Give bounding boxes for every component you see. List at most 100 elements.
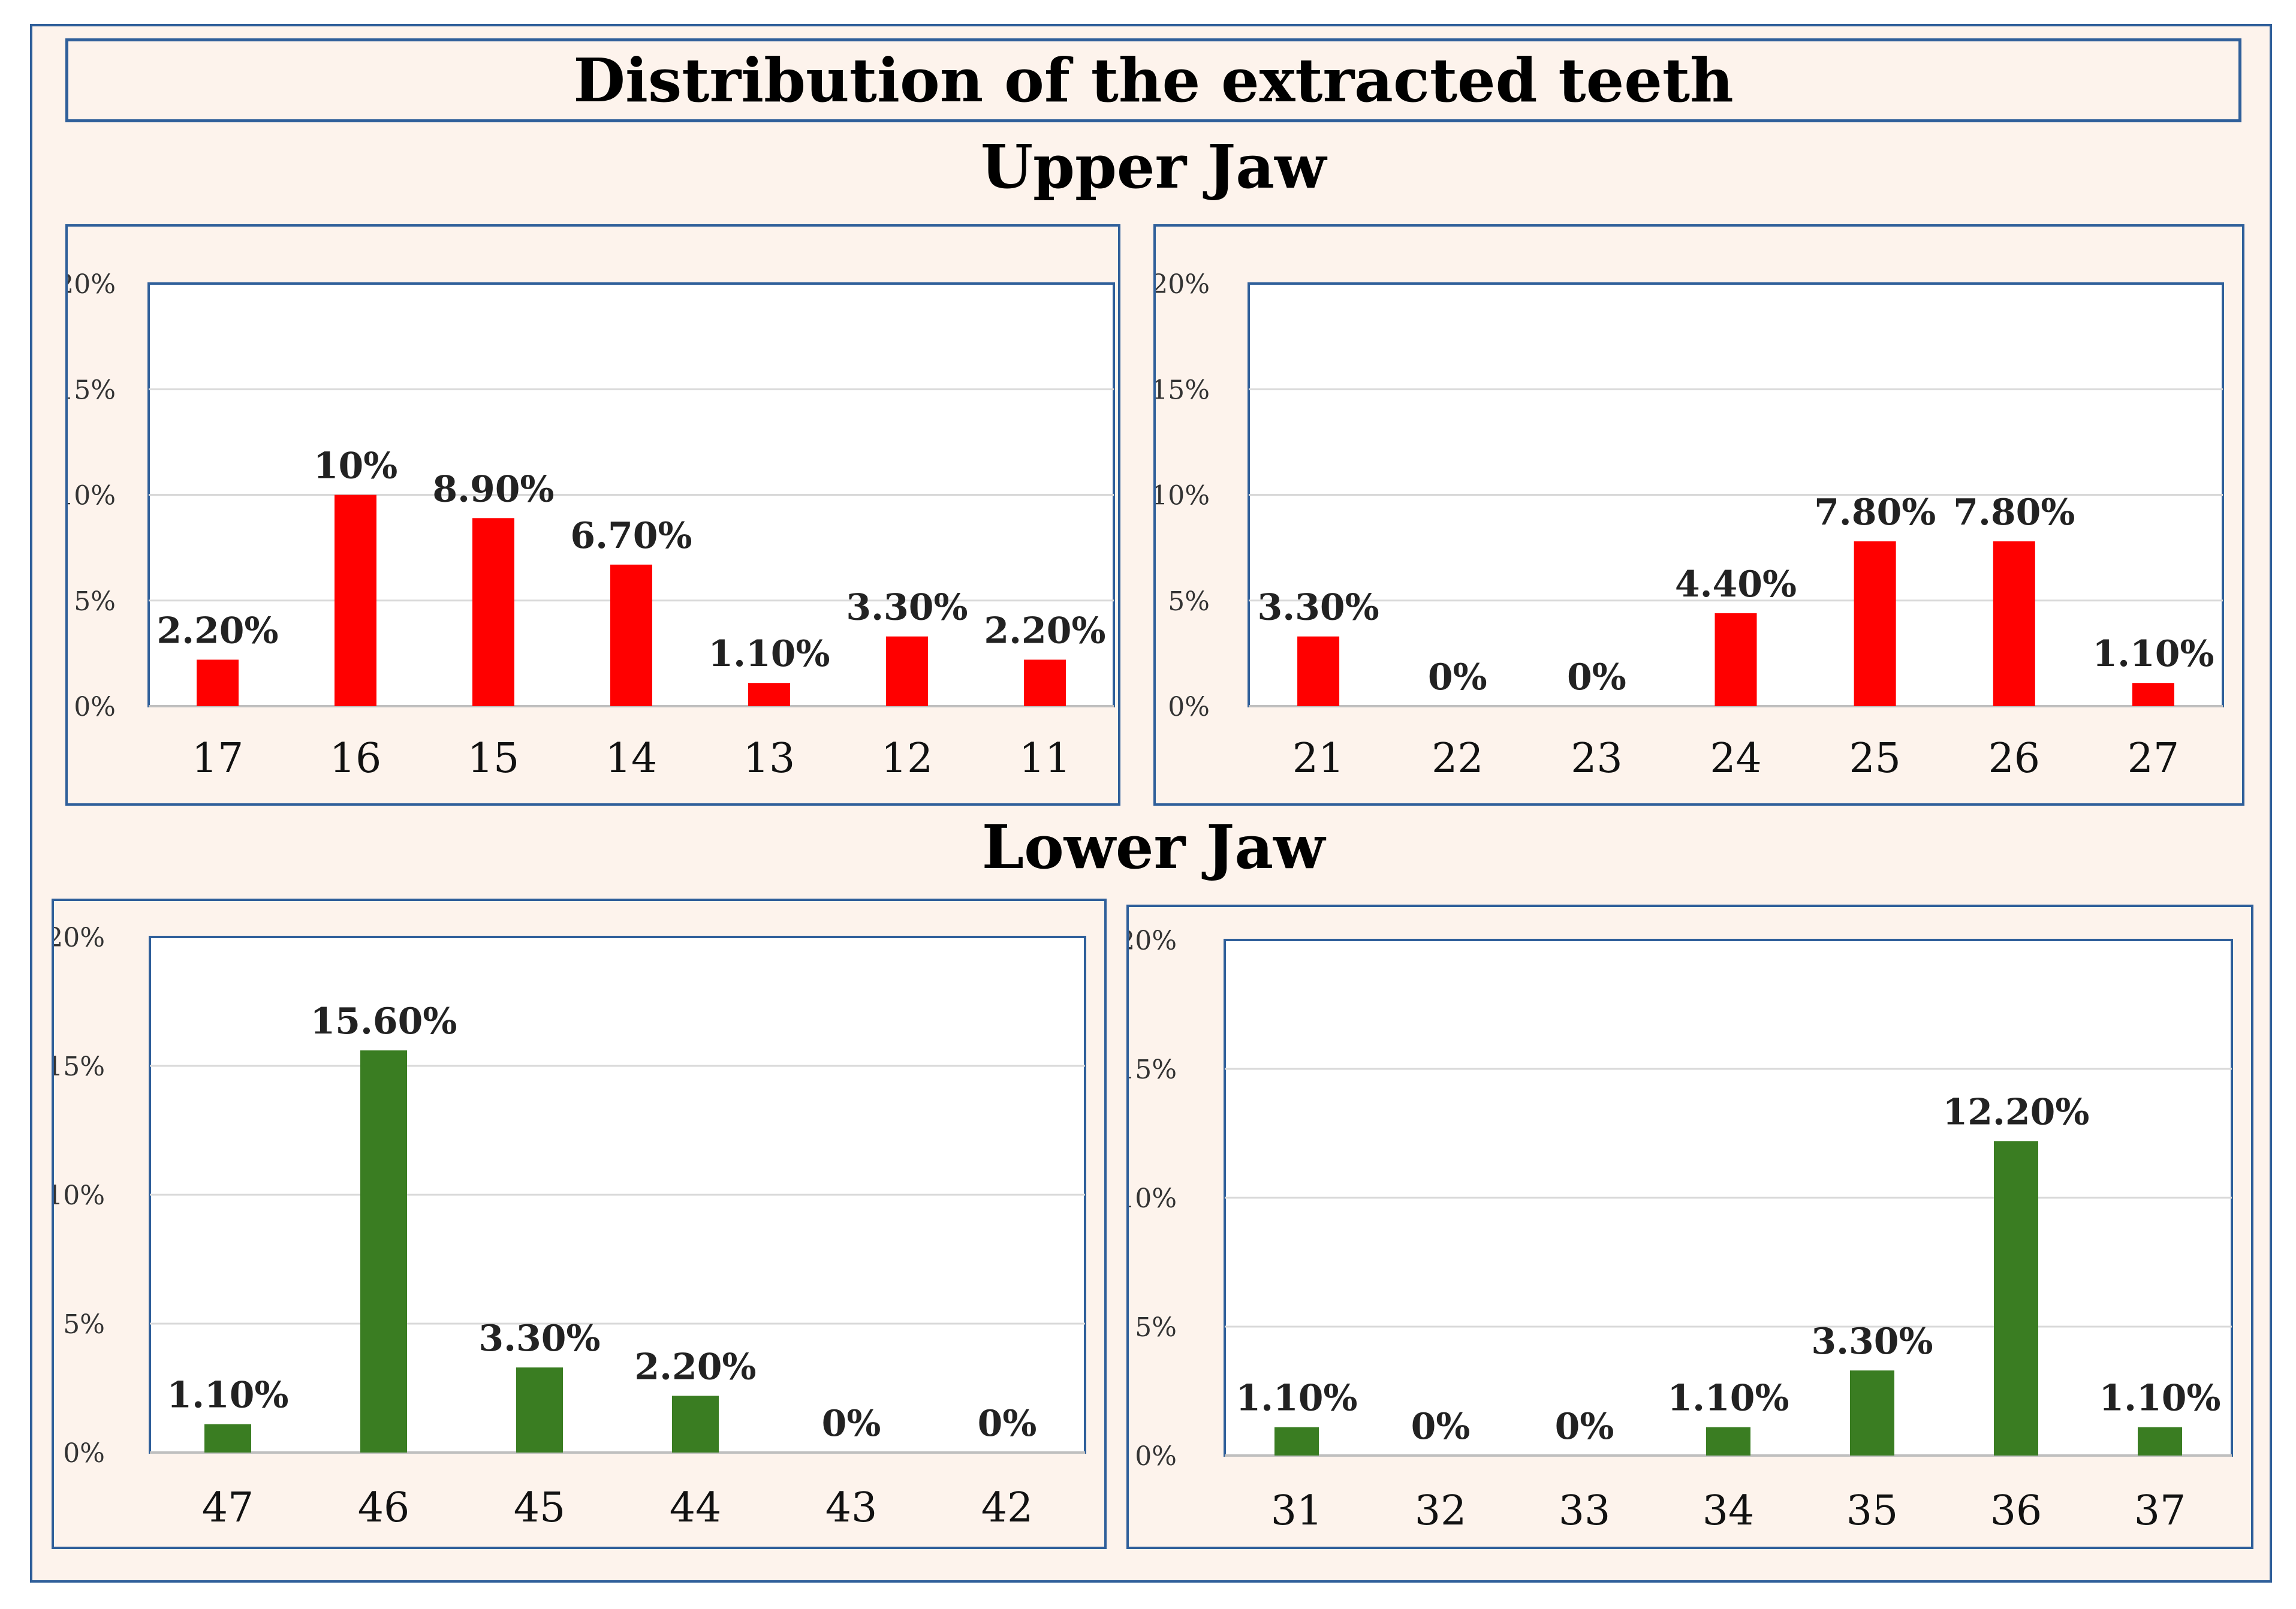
y-tick-label: 15% bbox=[1156, 375, 1210, 405]
figure-frame: Distribution of the extracted teeth Uppe… bbox=[30, 24, 2272, 1583]
data-label: 1.10% bbox=[2092, 633, 2214, 675]
data-label: 15.60% bbox=[311, 1001, 457, 1042]
data-label: 0% bbox=[822, 1403, 881, 1445]
y-tick-label: 10% bbox=[68, 481, 116, 511]
x-tick-label: 42 bbox=[981, 1484, 1033, 1532]
bar bbox=[204, 1424, 251, 1453]
chart-upper-left-svg: 0% 5% 10% 15% 20% 3.30% 21 0% 22 0% 23 4.40% 24 7.80%… bbox=[1156, 269, 2224, 782]
bar bbox=[1706, 1427, 1750, 1456]
x-tick-label: 15 bbox=[468, 735, 520, 782]
bar bbox=[335, 495, 376, 706]
data-label: 2.20% bbox=[984, 610, 1105, 652]
y-tick-label: 5% bbox=[63, 1309, 105, 1340]
y-tick-label: 20% bbox=[68, 269, 116, 300]
bar bbox=[886, 636, 928, 706]
bar bbox=[1715, 613, 1757, 706]
y-tick-label: 10% bbox=[1129, 1183, 1177, 1214]
data-label: 0% bbox=[978, 1403, 1037, 1445]
y-tick-label: 10% bbox=[54, 1180, 105, 1211]
x-tick-label: 32 bbox=[1415, 1487, 1467, 1535]
bar bbox=[472, 518, 514, 706]
bar bbox=[2138, 1427, 2182, 1456]
data-label: 1.10% bbox=[167, 1375, 288, 1417]
x-tick-label: 27 bbox=[2128, 735, 2180, 782]
data-label: 10% bbox=[314, 445, 398, 487]
data-label: 1.10% bbox=[1236, 1378, 1357, 1420]
bar bbox=[1850, 1370, 1894, 1456]
bar bbox=[360, 1050, 407, 1453]
chart-lower-left-svg: 0% 5% 10% 15% 20% 1.10% 31 0% 32 0% 33 1.10% 34 3.30%… bbox=[1129, 926, 2233, 1535]
x-tick-label: 44 bbox=[670, 1484, 722, 1532]
y-tick-label: 5% bbox=[1168, 586, 1210, 617]
bar bbox=[1993, 541, 2035, 706]
x-tick-label: 22 bbox=[1432, 735, 1484, 782]
y-tick-label: 5% bbox=[74, 586, 116, 617]
x-tick-label: 21 bbox=[1292, 735, 1345, 782]
chart-lower-right: 0% 5% 10% 15% 20% 1.10% 47 15.60% 46 3.30% 45 2.20%… bbox=[52, 899, 1107, 1549]
data-label: 0% bbox=[1428, 656, 1487, 698]
data-label: 8.90% bbox=[432, 468, 554, 510]
x-tick-label: 37 bbox=[2134, 1487, 2186, 1535]
x-tick-label: 35 bbox=[1846, 1487, 1899, 1535]
y-tick-label: 0% bbox=[1168, 692, 1210, 722]
data-label: 12.20% bbox=[1943, 1091, 2090, 1133]
data-label: 7.80% bbox=[1814, 492, 1936, 534]
data-label: 1.10% bbox=[2099, 1378, 2220, 1420]
bar bbox=[1994, 1141, 2038, 1456]
x-tick-label: 14 bbox=[605, 735, 658, 782]
bar bbox=[516, 1367, 563, 1453]
data-label: 6.70% bbox=[570, 515, 692, 557]
x-tick-label: 25 bbox=[1849, 735, 1901, 782]
y-tick-label: 0% bbox=[74, 692, 116, 722]
data-label: 4.40% bbox=[1675, 564, 1797, 605]
x-tick-label: 26 bbox=[1988, 735, 2041, 782]
chart-upper-right-svg: 0% 5% 10% 15% 20% 2.20% 17 10% 16 8.90% 15 6.70% 14 1… bbox=[68, 269, 1115, 782]
y-tick-label: 0% bbox=[63, 1438, 105, 1469]
data-label: 3.30% bbox=[1811, 1321, 1933, 1363]
bar bbox=[197, 659, 239, 706]
upper-jaw-title: Upper Jaw bbox=[980, 131, 1327, 202]
x-tick-label: 16 bbox=[330, 735, 382, 782]
y-tick-label: 5% bbox=[1135, 1312, 1177, 1343]
lower-jaw-title: Lower Jaw bbox=[981, 812, 1325, 882]
chart-lower-left: 0% 5% 10% 15% 20% 1.10% 31 0% 32 0% 33 1.10% 34 3.30%… bbox=[1126, 905, 2253, 1549]
x-tick-label: 45 bbox=[514, 1484, 566, 1532]
y-tick-label: 15% bbox=[1129, 1054, 1177, 1085]
data-label: 0% bbox=[1567, 656, 1626, 698]
chart-upper-right: 0% 5% 10% 15% 20% 2.20% 17 10% 16 8.90% 15 6.70% 14 1… bbox=[65, 224, 1120, 806]
bar bbox=[748, 683, 790, 706]
x-tick-label: 36 bbox=[1990, 1487, 2042, 1535]
x-tick-label: 12 bbox=[881, 735, 933, 782]
bar bbox=[1024, 659, 1066, 706]
bar bbox=[672, 1396, 719, 1453]
data-label: 3.30% bbox=[1257, 587, 1379, 629]
x-tick-label: 43 bbox=[825, 1484, 878, 1532]
y-tick-label: 15% bbox=[54, 1051, 105, 1082]
x-tick-label: 13 bbox=[743, 735, 796, 782]
bar bbox=[1274, 1427, 1319, 1456]
y-tick-label: 10% bbox=[1156, 481, 1210, 511]
bar bbox=[610, 564, 652, 706]
figure-title-box: Distribution of the extracted teeth bbox=[65, 38, 2241, 122]
y-tick-label: 15% bbox=[68, 375, 116, 405]
x-tick-label: 31 bbox=[1271, 1487, 1323, 1535]
data-label: 1.10% bbox=[1667, 1378, 1789, 1420]
bar bbox=[2132, 683, 2174, 706]
data-label: 7.80% bbox=[1953, 492, 2075, 534]
data-label: 0% bbox=[1411, 1406, 1471, 1448]
x-tick-label: 24 bbox=[1710, 735, 1762, 782]
bar bbox=[1297, 636, 1340, 706]
data-label: 2.20% bbox=[634, 1346, 756, 1388]
chart-lower-right-svg: 0% 5% 10% 15% 20% 1.10% 47 15.60% 46 3.30% 45 2.20%… bbox=[54, 923, 1086, 1532]
y-tick-label: 20% bbox=[1129, 926, 1177, 956]
data-label: 2.20% bbox=[156, 610, 278, 652]
chart-upper-left: 0% 5% 10% 15% 20% 3.30% 21 0% 22 0% 23 4.40% 24 7.80%… bbox=[1153, 224, 2244, 806]
y-tick-label: 20% bbox=[1156, 269, 1210, 300]
x-tick-label: 17 bbox=[192, 735, 244, 782]
x-tick-label: 33 bbox=[1559, 1487, 1611, 1535]
y-tick-label: 20% bbox=[54, 923, 105, 953]
figure-title: Distribution of the extracted teeth bbox=[573, 45, 1734, 116]
bar bbox=[1854, 541, 1896, 706]
data-label: 3.30% bbox=[478, 1318, 600, 1360]
x-tick-label: 34 bbox=[1703, 1487, 1755, 1535]
